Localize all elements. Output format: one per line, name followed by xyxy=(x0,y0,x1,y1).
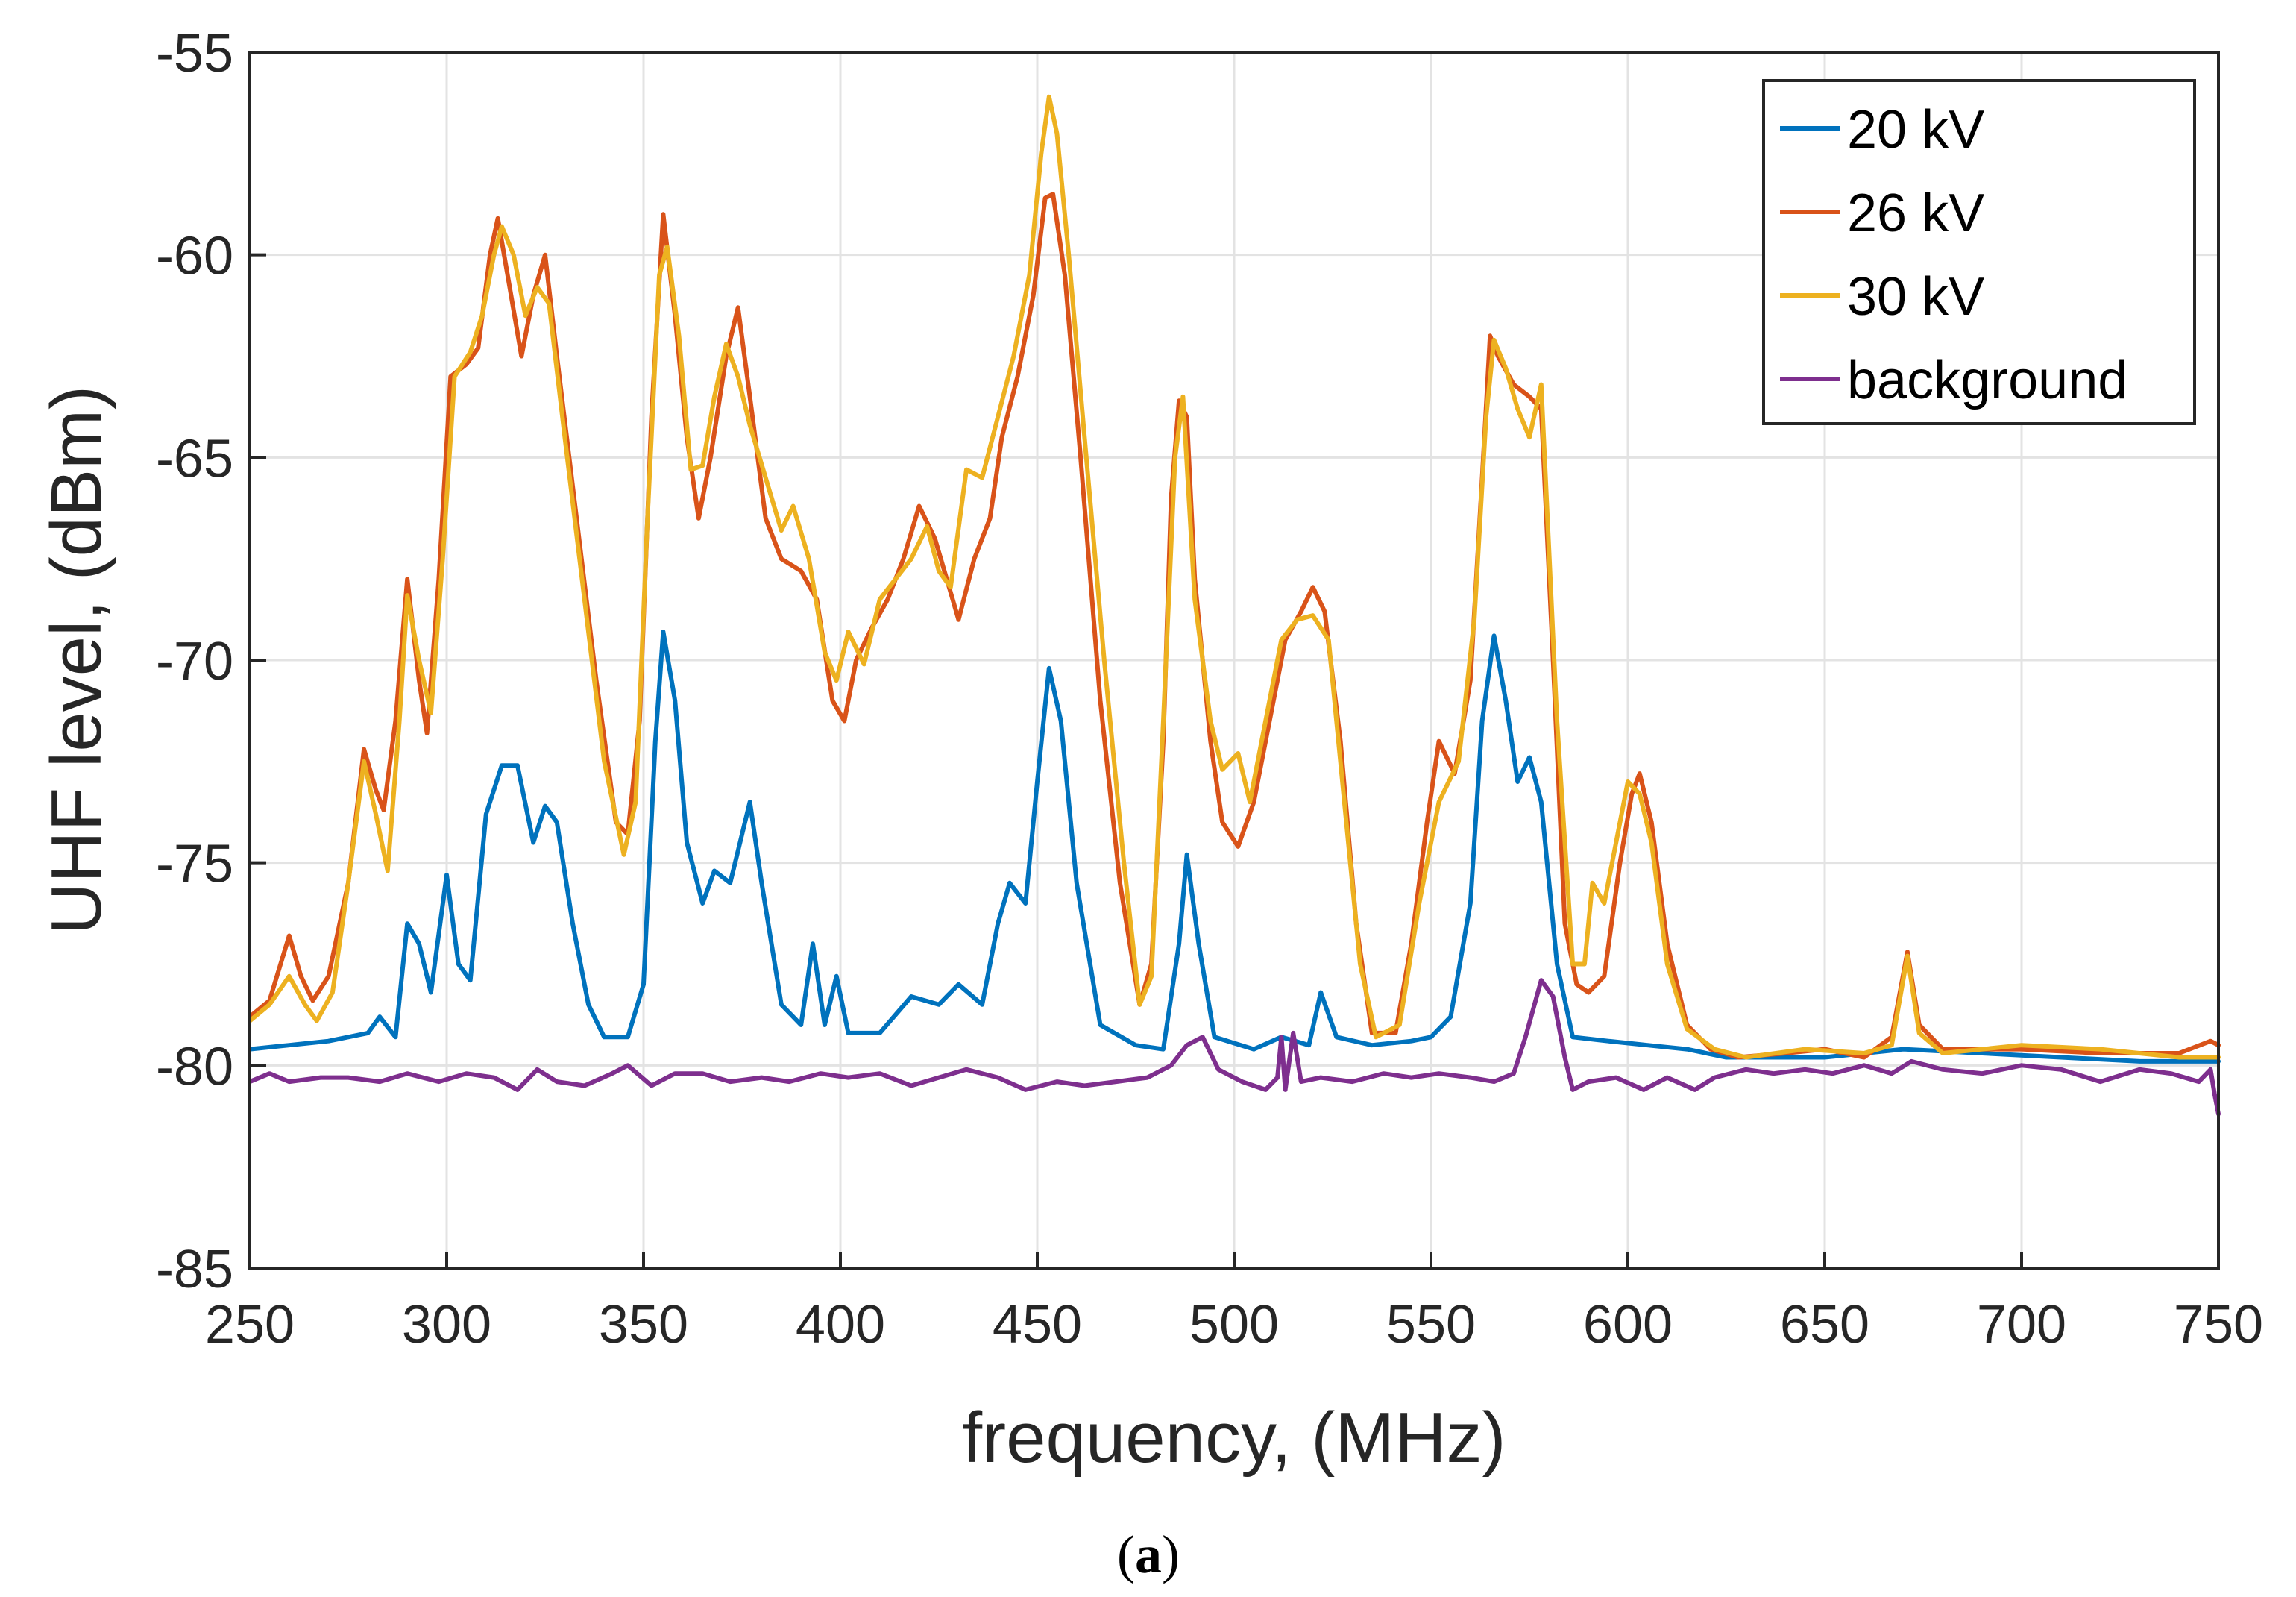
legend-label: background xyxy=(1847,351,2127,410)
legend-label: 30 kV xyxy=(1847,267,1984,327)
legend-label: 20 kV xyxy=(1847,100,1984,160)
caption-letter: a xyxy=(1135,1525,1162,1584)
y-tick-label: -85 xyxy=(156,1240,233,1299)
x-tick-label: 450 xyxy=(993,1295,1082,1355)
figure-caption: (a) xyxy=(1117,1525,1180,1584)
series-line-background xyxy=(248,978,2221,1117)
y-tick-label: -70 xyxy=(156,632,233,691)
y-axis-title: UHF level, (dBm) xyxy=(37,386,116,935)
x-tick-label: 600 xyxy=(1583,1295,1673,1355)
y-tick-label: -55 xyxy=(156,24,233,84)
legend-box xyxy=(1762,79,2196,425)
x-tick-label: 350 xyxy=(599,1295,688,1355)
y-tick-label: -60 xyxy=(156,227,233,286)
x-tick-label: 250 xyxy=(205,1295,295,1355)
x-tick-label: 500 xyxy=(1189,1295,1279,1355)
x-tick-label: 650 xyxy=(1780,1295,1869,1355)
legend-label: 26 kV xyxy=(1847,183,1984,243)
series-lines xyxy=(248,94,2221,1117)
legend: 20 kV 26 kV 30 kV background xyxy=(1762,79,2196,425)
x-tick-label: 750 xyxy=(2174,1295,2263,1355)
x-axis-title: frequency, (MHz) xyxy=(962,1398,1506,1478)
x-tick-label: 550 xyxy=(1386,1295,1476,1355)
caption-open-paren: ( xyxy=(1117,1525,1135,1584)
x-tick-label: 700 xyxy=(1977,1295,2066,1355)
y-tick-label: -65 xyxy=(156,429,233,489)
x-tick-label: 300 xyxy=(402,1295,491,1355)
y-tick-label: -75 xyxy=(156,835,233,894)
x-tick-label: 400 xyxy=(796,1295,885,1355)
grid-lines xyxy=(250,52,2218,1268)
y-tick-label: -80 xyxy=(156,1037,233,1096)
series-line-26-kv xyxy=(248,192,2221,1060)
series-line-30-kv xyxy=(248,94,2221,1060)
axis-ticks: 250 300 350 400 450 500 550 600 650 700 750 -55 -60 -… xyxy=(156,24,2263,1355)
series-line-20-kv xyxy=(248,630,2221,1064)
caption-close-paren: ) xyxy=(1162,1525,1180,1584)
